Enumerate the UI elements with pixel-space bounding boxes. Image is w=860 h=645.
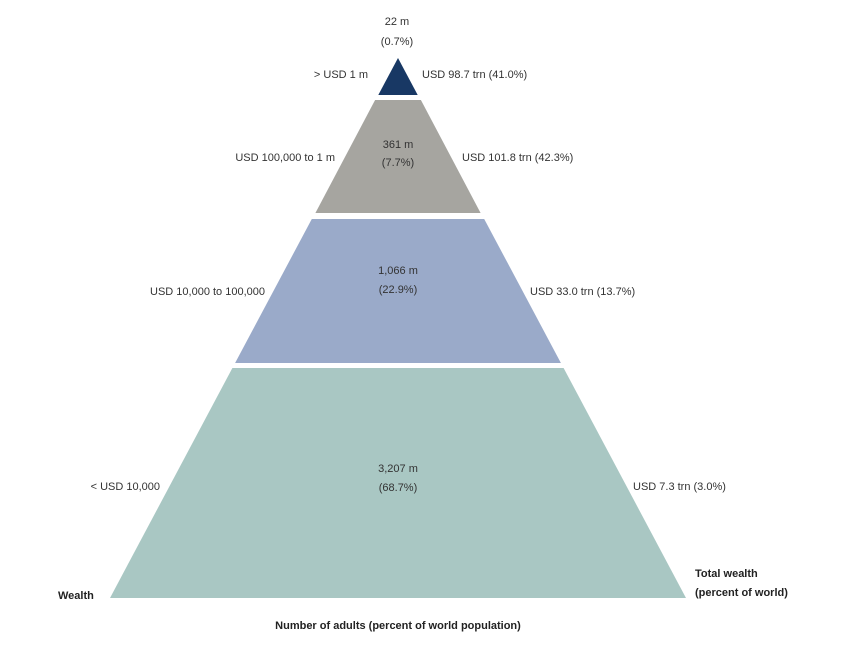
- total-wealth: USD 33.0 trn (13.7%): [530, 286, 635, 298]
- adults-axis-label: Number of adults (percent of world popul…: [275, 620, 521, 632]
- adults-percent: (0.7%): [381, 36, 413, 48]
- total-wealth-sublabel: (percent of world): [695, 587, 788, 599]
- adults: 361 m: [383, 139, 414, 151]
- tier-top: [378, 58, 418, 95]
- total-wealth: USD 98.7 trn (41.0%): [422, 69, 527, 81]
- adults: 1,066 m: [378, 265, 418, 277]
- wealth-range: USD 10,000 to 100,000: [150, 286, 265, 298]
- wealth-range: > USD 1 m: [314, 69, 368, 81]
- total-wealth-label: Total wealth: [695, 568, 758, 580]
- total-wealth: USD 101.8 trn (42.3%): [462, 152, 573, 164]
- adults-percent: (22.9%): [379, 284, 418, 296]
- wealth-range: USD 100,000 to 1 m: [235, 152, 335, 164]
- wealth-range: < USD 10,000: [91, 481, 160, 493]
- tier-2: [315, 100, 481, 213]
- adults-percent: (68.7%): [379, 482, 418, 494]
- adults: 22 m: [385, 16, 409, 28]
- adults: 3,207 m: [378, 463, 418, 475]
- total-wealth: USD 7.3 trn (3.0%): [633, 481, 726, 493]
- tier-4: [110, 368, 686, 598]
- adults-percent: (7.7%): [382, 157, 414, 169]
- tier-3: [235, 219, 561, 363]
- wealth-label: Wealth: [58, 590, 94, 602]
